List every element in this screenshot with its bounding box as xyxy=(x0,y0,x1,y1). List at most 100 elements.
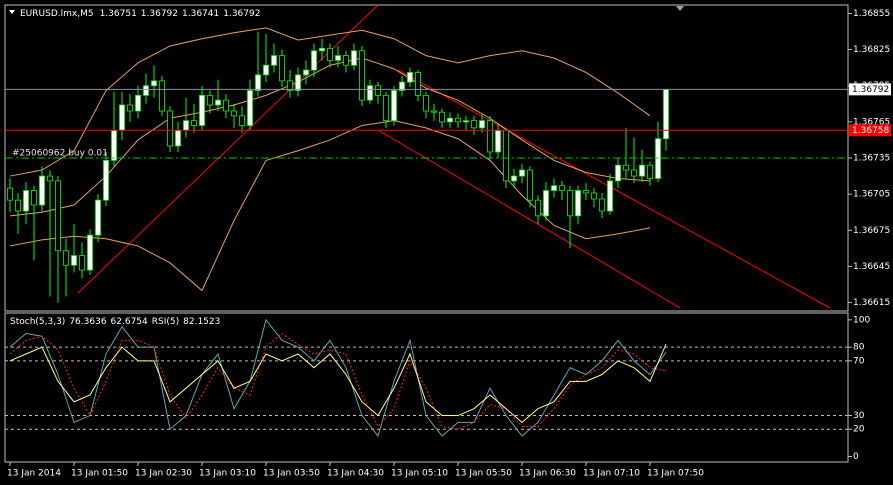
candle-body xyxy=(575,190,581,217)
candle-body xyxy=(495,129,501,153)
candle-body xyxy=(439,111,445,123)
candle-body xyxy=(599,198,605,212)
candle-body xyxy=(183,120,189,131)
candle-body xyxy=(215,99,221,106)
candle-body xyxy=(615,164,621,182)
candle-body xyxy=(487,120,493,153)
x-tick-label: 13 Jan 02:30 xyxy=(135,469,192,479)
rsi-title: RSI(5) xyxy=(152,317,179,327)
y-tick-label: 1.36855 xyxy=(853,9,890,19)
candle-body xyxy=(151,80,157,87)
candle-body xyxy=(375,85,381,96)
candle-body xyxy=(463,120,469,123)
symbol: EURUSD.lmx,M5 xyxy=(20,9,94,19)
candle-body xyxy=(199,94,205,126)
candle-body xyxy=(55,180,61,252)
y-tick-label: 1.36615 xyxy=(853,298,890,308)
candle-body xyxy=(143,85,149,96)
candle-body xyxy=(551,185,557,191)
candle-body xyxy=(471,120,477,129)
candle-body xyxy=(351,50,357,66)
candle-body xyxy=(79,255,85,271)
candle-body xyxy=(207,94,213,106)
candle-body xyxy=(119,104,125,131)
candle-body xyxy=(255,74,261,91)
y-tick-label: 30 xyxy=(853,411,865,421)
candle-body xyxy=(415,72,421,96)
candle-body xyxy=(623,164,629,171)
trendline xyxy=(397,69,831,309)
candle-body xyxy=(71,255,77,266)
candle-body xyxy=(559,185,565,191)
y-tick-label: 100 xyxy=(853,315,870,325)
x-tick-label: 13 Jan 07:10 xyxy=(583,469,640,479)
oscillator-panel xyxy=(4,312,849,463)
y-tick-label: 1.36735 xyxy=(853,154,890,164)
x-tick-label: 13 Jan 05:10 xyxy=(391,469,448,479)
candle-body xyxy=(343,55,349,66)
y-tick-label: 1.36705 xyxy=(853,190,890,200)
candle-body xyxy=(295,74,301,91)
candle-body xyxy=(303,69,309,76)
candle-body xyxy=(407,72,413,83)
bollinger-upper xyxy=(9,27,651,177)
candle-body xyxy=(367,85,373,101)
candle-body xyxy=(135,94,141,112)
candle-body xyxy=(95,199,101,236)
x-tick-label: 13 Jan 06:30 xyxy=(519,469,576,479)
y-tick-label: 1.36765 xyxy=(853,117,890,127)
candle-body xyxy=(167,110,173,147)
candle-body xyxy=(31,190,37,206)
candle-body xyxy=(239,115,245,126)
candle-body xyxy=(7,187,13,201)
candle-body xyxy=(311,50,317,71)
candle-body xyxy=(327,47,333,61)
price-plot xyxy=(7,27,669,303)
candle-body xyxy=(423,94,429,112)
x-tick-label: 13 Jan 03:10 xyxy=(199,469,256,479)
candle-body xyxy=(191,120,197,126)
y-tick-label: 80 xyxy=(853,343,865,353)
candle-body xyxy=(47,175,53,182)
candle-body xyxy=(287,80,293,91)
close: 1.36792 xyxy=(223,9,260,19)
oscillator-line xyxy=(9,344,667,424)
candle-body xyxy=(247,90,253,126)
stoch-signal: 62.6754 xyxy=(111,317,148,327)
candle-body xyxy=(503,129,509,182)
y-tick-label: 1.36645 xyxy=(853,262,890,272)
y-tick-label: 1.36675 xyxy=(853,226,890,236)
candle-body xyxy=(319,47,325,52)
stoch-main: 76.3636 xyxy=(69,317,106,327)
candle-body xyxy=(175,129,181,147)
candle-body xyxy=(447,117,453,123)
oscillator-line xyxy=(9,318,667,438)
candle-body xyxy=(583,190,589,194)
candle-body xyxy=(431,110,437,113)
candle-body xyxy=(231,110,237,117)
open: 1.36751 xyxy=(100,9,137,19)
x-tick-label: 13 Jan 05:50 xyxy=(455,469,512,479)
candle-body xyxy=(647,164,653,179)
candle-body xyxy=(663,88,669,140)
candle-body xyxy=(527,169,533,201)
candle-body xyxy=(391,90,397,122)
candle-body xyxy=(479,120,485,129)
candle-body xyxy=(359,50,365,101)
x-tick-label: 13 Jan 03:50 xyxy=(263,469,320,479)
candle-body xyxy=(15,199,21,212)
candle-body xyxy=(63,250,69,266)
candle-body xyxy=(607,180,613,212)
rsi-value: 82.1523 xyxy=(183,317,220,327)
price-box-label: 1.36792 xyxy=(852,85,889,95)
candle-body xyxy=(639,164,645,177)
candle-body xyxy=(39,175,45,206)
y-tick-label: 70 xyxy=(853,356,865,366)
candle-body xyxy=(383,94,389,122)
candle-body xyxy=(567,190,573,217)
oscillator-header: Stoch(5,3,3) 76.3636 62.6754 RSI(5) 82.1523 xyxy=(10,317,220,327)
candle-body xyxy=(263,64,269,76)
trendlines xyxy=(77,5,831,309)
